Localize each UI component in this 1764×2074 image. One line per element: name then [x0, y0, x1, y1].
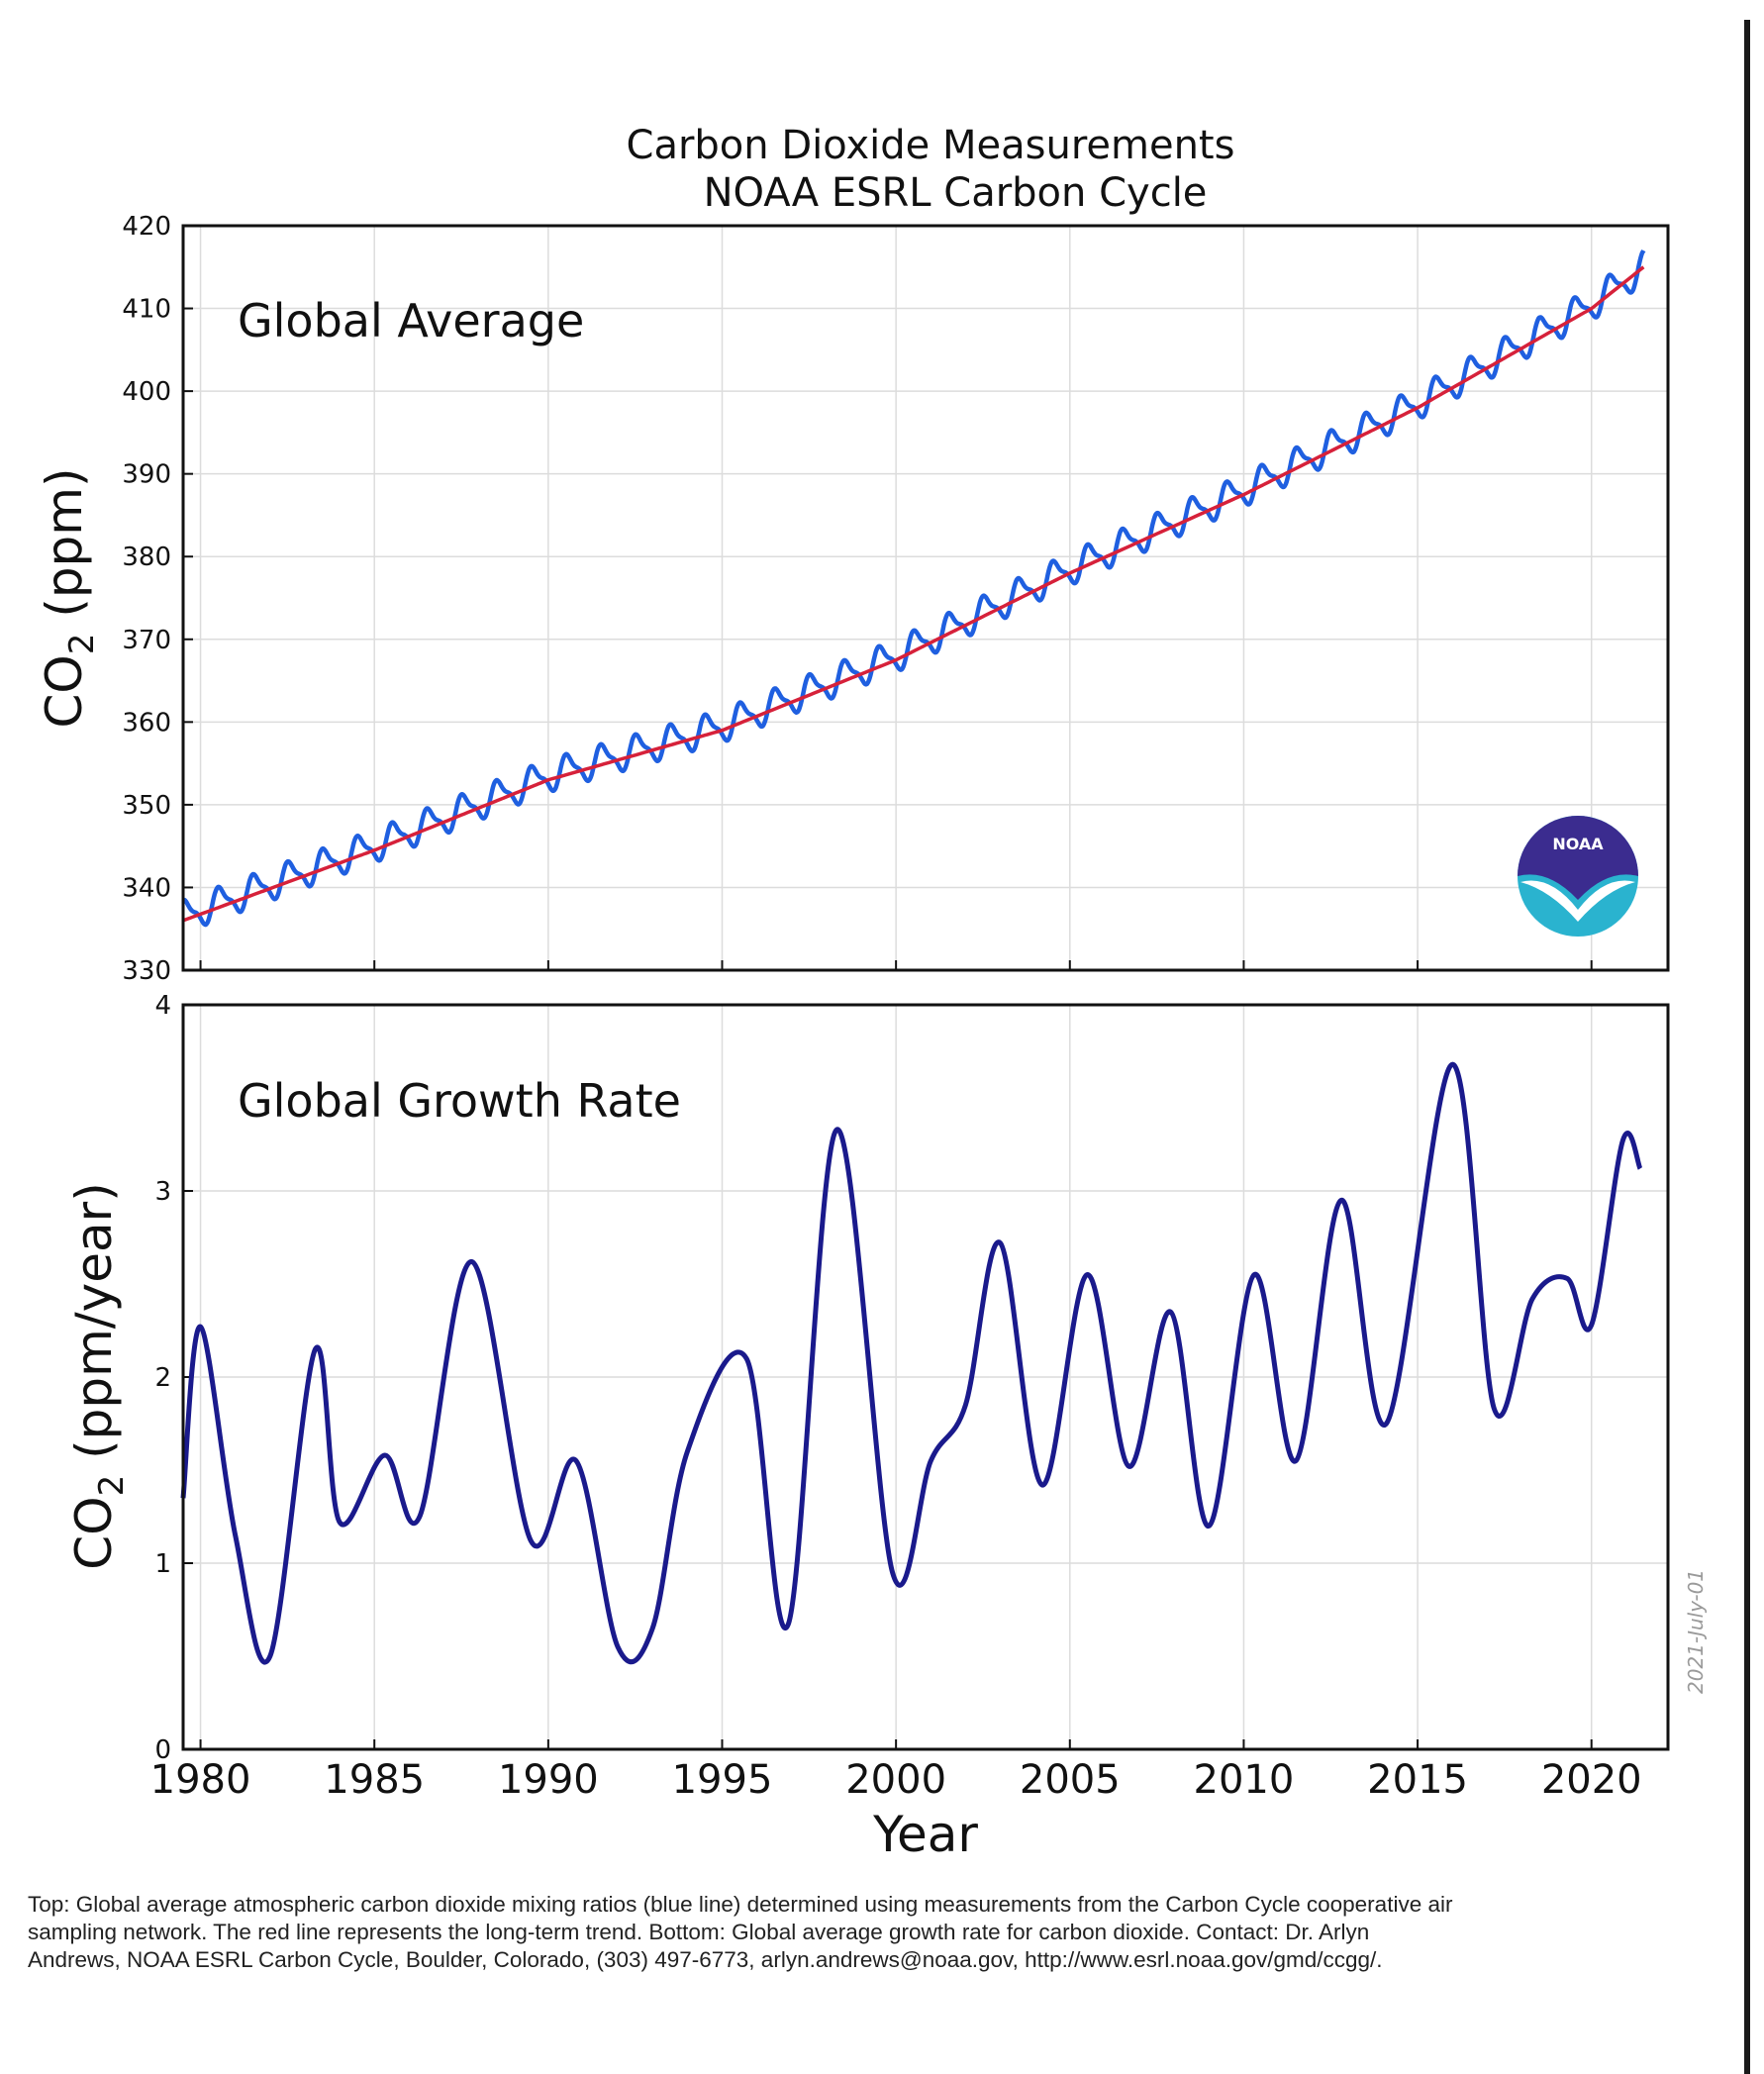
top-y-tick-label: 380 [122, 543, 171, 572]
chart-title: Carbon Dioxide Measurements [627, 123, 1235, 168]
x-tick-label: 1990 [498, 1757, 599, 1803]
co2-trend-line [182, 265, 1645, 923]
top-panel: 330 340 350 360 370 380 390 400 410 420 Global Av… [36, 212, 1670, 986]
top-y-tick-label: 330 [122, 956, 171, 986]
bottom-plot-frame [181, 1003, 1670, 1751]
top-y-tick-label: 390 [122, 460, 171, 490]
growth-rate-line [180, 1061, 1643, 1665]
co2-monthly-line [182, 248, 1646, 928]
x-tick-label: 1980 [150, 1757, 251, 1803]
noaa-logo-text: NOAA [1552, 835, 1604, 853]
bottom-panel: 0 1 2 3 4 1980 1985 1990 1995 2000 2005 2010 2015 20… [65, 960, 1708, 1803]
top-y-axis-title: CO2 (ppm) [36, 467, 102, 728]
chart-subtitle: NOAA ESRL Carbon Cycle [704, 170, 1208, 216]
bottom-y-tick-label: 2 [154, 1363, 171, 1393]
x-tick-label: 2000 [845, 1757, 946, 1803]
bottom-y-axis-title: CO2 (ppm/year) [65, 1182, 132, 1569]
top-y-tick-label: 340 [122, 873, 171, 903]
bottom-y-tick-label: 0 [154, 1735, 171, 1765]
x-axis-ticks: 1980 1985 1990 1995 2000 2005 2010 2015 2020 [150, 960, 1642, 1803]
top-y-tick-label: 410 [122, 295, 171, 325]
x-tick-label: 2010 [1194, 1757, 1295, 1803]
noaa-logo-icon: NOAA [1518, 816, 1638, 937]
top-plot-area [183, 226, 1668, 970]
bottom-panel-label: Global Growth Rate [238, 1074, 681, 1128]
x-tick-label: 1985 [324, 1757, 425, 1803]
x-tick-label: 1995 [672, 1757, 773, 1803]
date-stamp: 2021-July-01 [1684, 1569, 1708, 1694]
bottom-y-tick-label: 4 [154, 991, 171, 1021]
x-axis-title: Year [872, 1806, 978, 1863]
top-y-tick-label: 360 [122, 708, 171, 738]
figure-caption: Top: Global average atmospheric carbon d… [28, 1892, 1453, 1972]
right-edge-rule [1744, 20, 1750, 2074]
top-panel-label: Global Average [238, 294, 584, 347]
top-y-tick-label: 370 [122, 626, 171, 655]
top-y-tick-label: 400 [122, 377, 171, 407]
x-tick-label: 2015 [1367, 1757, 1468, 1803]
x-tick-label: 2020 [1541, 1757, 1642, 1803]
top-y-tick-label: 350 [122, 791, 171, 821]
top-y-tick-label: 420 [122, 212, 171, 242]
bottom-y-tick-label: 1 [154, 1549, 171, 1579]
top-plot-frame [181, 224, 1670, 972]
x-tick-label: 2005 [1020, 1757, 1121, 1803]
bottom-y-tick-label: 3 [154, 1177, 171, 1207]
